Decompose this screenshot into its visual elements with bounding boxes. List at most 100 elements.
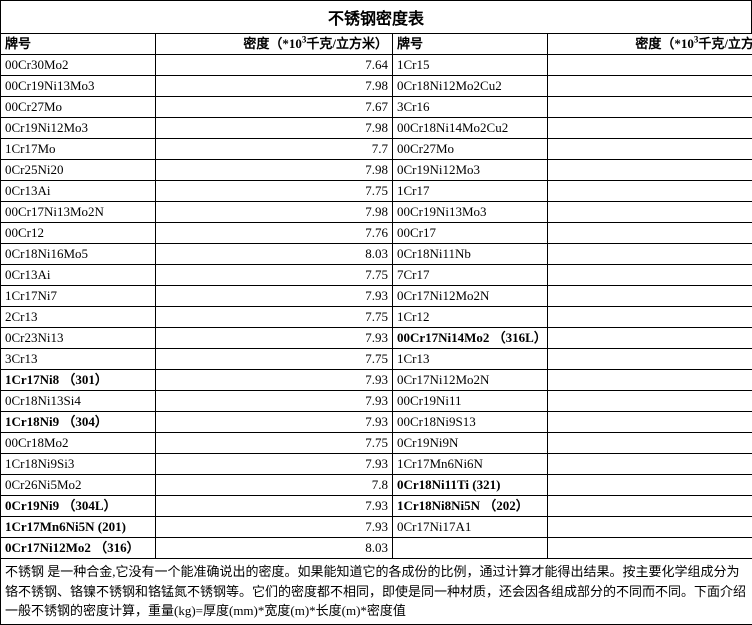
cell-density: 7.93	[156, 286, 393, 307]
cell-density: 7.98	[548, 328, 752, 349]
table-row: 0Cr13Ai7.751Cr177.7	[1, 181, 752, 202]
table-row: 0Cr25Ni207.980Cr19Ni12Mo37.98	[1, 160, 752, 181]
cell-density: 7.93	[548, 475, 752, 496]
cell-grade: 0Cr13Ai	[1, 181, 156, 202]
cell-grade: 1Cr17	[393, 181, 548, 202]
cell-density: 7.67	[156, 97, 393, 118]
cell-density: 7.93	[156, 517, 393, 538]
cell-density: 7.93	[156, 496, 393, 517]
table-row: 1Cr17Ni8 （301）7.930Cr17Ni12Mo2N7.98	[1, 370, 752, 391]
cell-density: 7.98	[156, 76, 393, 97]
cell-grade: 1Cr18Ni9 （304）	[1, 412, 156, 433]
cell-density: 7.7	[548, 265, 752, 286]
table-row: 00Cr27Mo7.673Cr167.7	[1, 97, 752, 118]
cell-grade: 00Cr19Ni13Mo3	[1, 76, 156, 97]
cell-grade: 00Cr18Ni9S13	[393, 412, 548, 433]
cell-grade: 3Cr13	[1, 349, 156, 370]
cell-density: 7.76	[548, 349, 752, 370]
table-row: 1Cr18Ni9Si37.931Cr17Mn6Ni6N7.93	[1, 454, 752, 475]
table-row: 0Cr19Ni12Mo37.9800Cr18Ni14Mo2Cu27.98	[1, 118, 752, 139]
cell-density: 7.98	[548, 76, 752, 97]
cell-density: 7.7	[156, 139, 393, 160]
cell-grade: 00Cr27Mo	[393, 139, 548, 160]
cell-density: 7.7	[548, 97, 752, 118]
cell-grade: 00Cr17	[393, 223, 548, 244]
cell-density: 7.67	[548, 139, 752, 160]
cell-grade: 00Cr17Ni14Mo2 （316L）	[393, 328, 548, 349]
header-grade-1: 牌号	[1, 34, 156, 55]
cell-grade: 00Cr12	[1, 223, 156, 244]
cell-density: 7.98	[156, 202, 393, 223]
table-row: 0Cr23Ni137.9300Cr17Ni14Mo2 （316L）7.98	[1, 328, 752, 349]
cell-grade: 1Cr18Ni9Si3	[1, 454, 156, 475]
table-row: 0Cr13Ai7.757Cr177.7	[1, 265, 752, 286]
cell-grade: 1Cr17Ni7	[1, 286, 156, 307]
cell-grade: 0Cr17Ni12Mo2N	[393, 370, 548, 391]
cell-grade: 0Cr19Ni12Mo3	[1, 118, 156, 139]
table-row: 00Cr18Mo27.750Cr19Ni9N7.93	[1, 433, 752, 454]
cell-density: 7.93	[548, 412, 752, 433]
cell-grade: 0Cr18Ni13Si4	[1, 391, 156, 412]
cell-density: 7.93	[548, 391, 752, 412]
cell-grade: 1Cr12	[393, 307, 548, 328]
table-row: 2Cr137.751Cr127.76	[1, 307, 752, 328]
cell-density: 7.93	[156, 412, 393, 433]
cell-grade: 0Cr17Ni12Mo2 （316）	[1, 538, 156, 559]
table-body: 00Cr30Mo27.641Cr157.700Cr19Ni13Mo37.980C…	[1, 55, 752, 559]
cell-grade: 00Cr17Ni13Mo2N	[1, 202, 156, 223]
cell-grade: 00Cr18Ni14Mo2Cu2	[393, 118, 548, 139]
cell-grade: 0Cr19Ni9 （304L）	[1, 496, 156, 517]
cell-grade: 00Cr18Mo2	[1, 433, 156, 454]
cell-grade: 3Cr16	[393, 97, 548, 118]
cell-grade: 0Cr13Ai	[1, 265, 156, 286]
cell-grade: 1Cr13	[393, 349, 548, 370]
cell-grade: 0Cr26Ni5Mo2	[1, 475, 156, 496]
cell-density: 7.93	[156, 328, 393, 349]
table-row: 00Cr17Ni13Mo2N7.9800Cr19Ni13Mo37.98	[1, 202, 752, 223]
table-row: 00Cr127.7600Cr177.7	[1, 223, 752, 244]
density-table: 牌号 密度（*103千克/立方米） 牌号 密度（*103千克/立方米） 00Cr…	[0, 33, 752, 559]
cell-grade: 0Cr18Ni11Nb	[393, 244, 548, 265]
table-row: 1Cr17Mn6Ni5N (201)7.930Cr17Ni17A17.93	[1, 517, 752, 538]
cell-grade: 00Cr30Mo2	[1, 55, 156, 76]
table-row: 00Cr30Mo27.641Cr157.7	[1, 55, 752, 76]
cell-grade: 0Cr18Ni12Mo2Cu2	[393, 76, 548, 97]
cell-grade: 1Cr17Mn6Ni6N	[393, 454, 548, 475]
cell-grade: 0Cr23Ni13	[1, 328, 156, 349]
cell-density: 7.98	[548, 160, 752, 181]
table-row: 0Cr17Ni12Mo2 （316）8.03	[1, 538, 752, 559]
cell-density: 7.75	[156, 349, 393, 370]
cell-density: 7.93	[548, 517, 752, 538]
cell-density: 7.98	[548, 202, 752, 223]
cell-grade: 2Cr13	[1, 307, 156, 328]
cell-density: 7.7	[548, 55, 752, 76]
cell-grade: 0Cr17Ni12Mo2N	[393, 286, 548, 307]
cell-density: 7.76	[156, 223, 393, 244]
table-row: 1Cr18Ni9 （304）7.9300Cr18Ni9S137.93	[1, 412, 752, 433]
cell-grade: 1Cr17Mo	[1, 139, 156, 160]
table-row: 0Cr18Ni16Mo58.030Cr18Ni11Nb7.98	[1, 244, 752, 265]
cell-density: 7.98	[548, 370, 752, 391]
cell-density: 7.98	[548, 286, 752, 307]
cell-grade: 00Cr19Ni11	[393, 391, 548, 412]
cell-grade: 00Cr27Mo	[1, 97, 156, 118]
cell-density: 7.93	[156, 454, 393, 475]
cell-density: 7.64	[156, 55, 393, 76]
table-row: 1Cr17Mo7.700Cr27Mo7.67	[1, 139, 752, 160]
cell-density: 8.03	[156, 244, 393, 265]
cell-density: 7.98	[156, 160, 393, 181]
cell-density: 7.93	[156, 391, 393, 412]
header-density-1: 密度（*103千克/立方米）	[156, 34, 393, 55]
table-row: 1Cr17Ni77.930Cr17Ni12Mo2N7.98	[1, 286, 752, 307]
header-grade-2: 牌号	[393, 34, 548, 55]
cell-density: 7.7	[548, 223, 752, 244]
table-title: 不锈钢密度表	[0, 0, 752, 33]
cell-grade: 1Cr17Ni8 （301）	[1, 370, 156, 391]
cell-density: 7.93	[548, 454, 752, 475]
cell-grade: 00Cr19Ni13Mo3	[393, 202, 548, 223]
cell-grade: 0Cr25Ni20	[1, 160, 156, 181]
cell-density: 7.98	[548, 118, 752, 139]
table-row: 00Cr19Ni13Mo37.980Cr18Ni12Mo2Cu27.98	[1, 76, 752, 97]
cell-density: 7.93	[548, 433, 752, 454]
cell-grade: 0Cr17Ni17A1	[393, 517, 548, 538]
